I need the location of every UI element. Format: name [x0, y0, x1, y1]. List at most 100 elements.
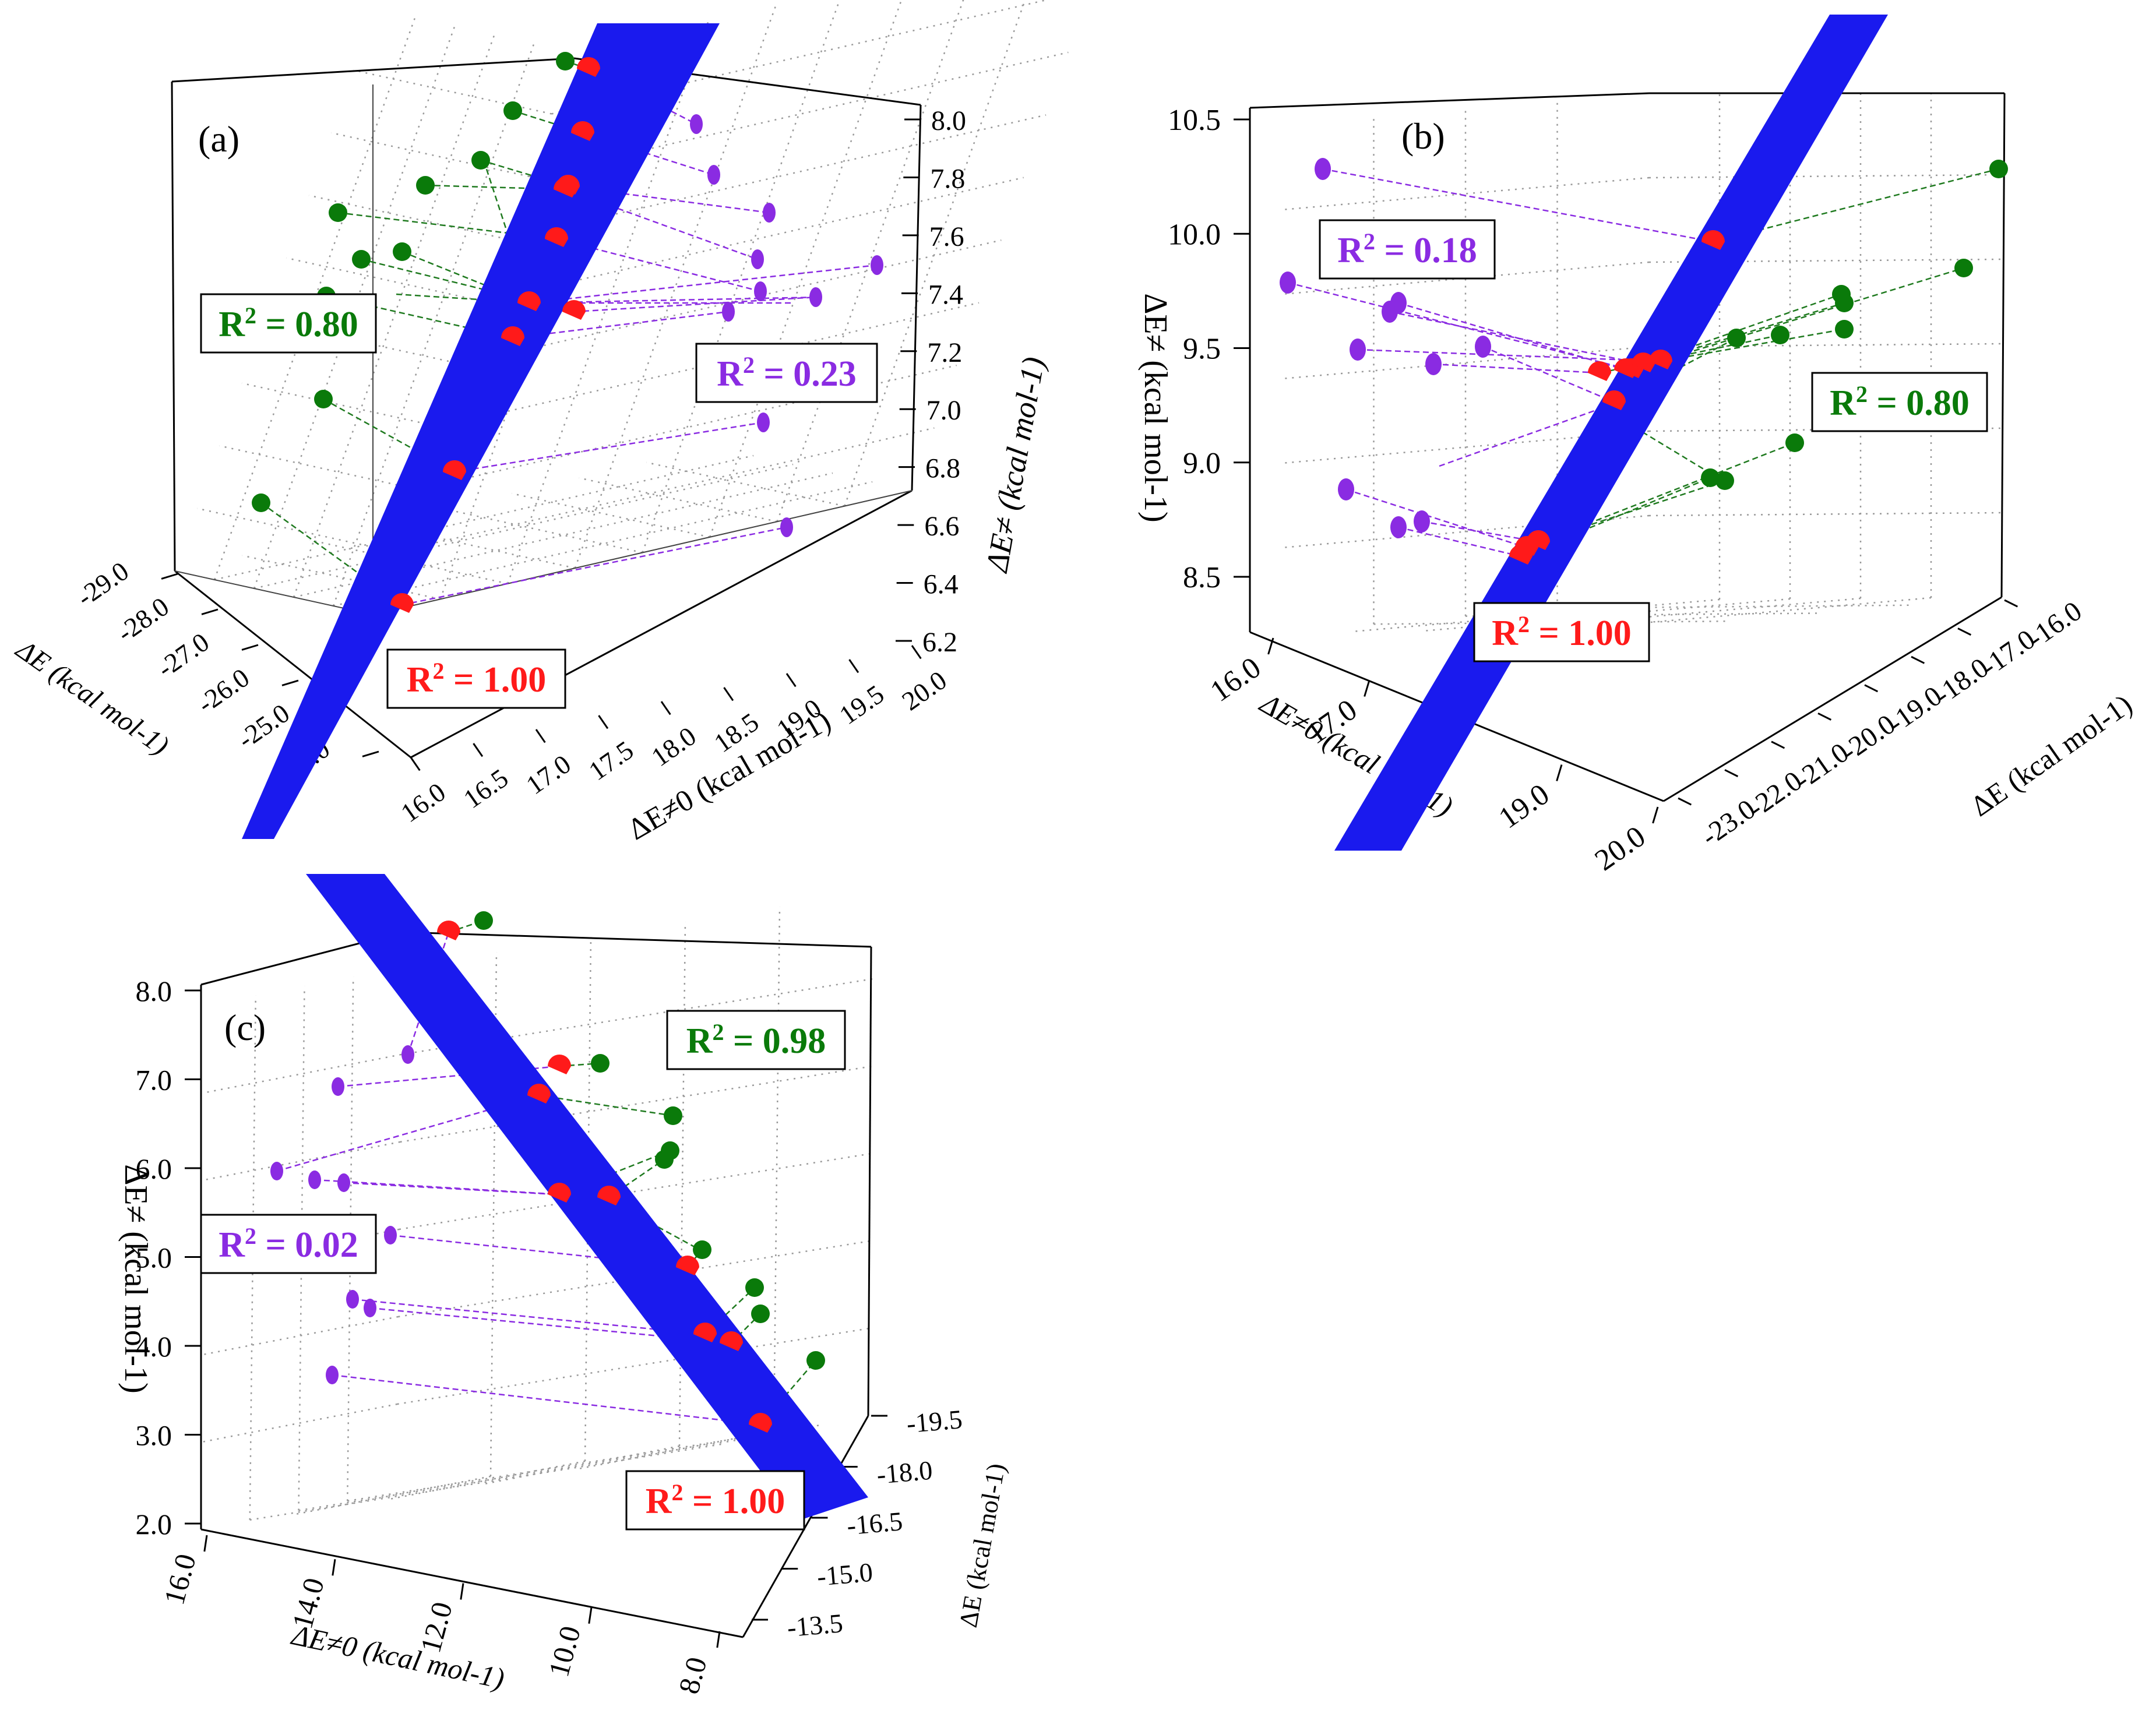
purple-point: [1350, 339, 1366, 361]
red-points: [390, 57, 600, 613]
green-point: [352, 250, 371, 269]
red-point: [562, 300, 586, 320]
tick-mark: [161, 573, 178, 580]
r-superscript: 2: [1518, 611, 1530, 637]
purple-point: [690, 114, 703, 134]
tick-mark: [1864, 684, 1879, 693]
tick-label: 20.0: [1589, 820, 1651, 877]
tick-mark: [1771, 741, 1785, 749]
tick-label: 8.0: [136, 975, 172, 1007]
r-value: = 0.02: [256, 1225, 358, 1265]
tick-label: 6.0: [136, 1152, 172, 1185]
purple-point: [1390, 516, 1407, 538]
panel-label: (b): [1401, 115, 1445, 157]
grid-line: [1557, 604, 1910, 609]
r-superscript: 2: [245, 302, 256, 329]
purple-point: [1425, 353, 1442, 375]
tick-label: 7.2: [927, 337, 962, 368]
tick-mark: [473, 743, 484, 757]
tick-label: 6.4: [924, 569, 959, 600]
red-point: [1602, 390, 1626, 410]
grid-line: [397, 1327, 869, 1405]
tick-label: 4.0: [136, 1330, 172, 1363]
tick-label: 10.0: [542, 1623, 587, 1680]
annotation-text: R2 = 1.00: [407, 658, 547, 700]
tick-label: 16.0: [1204, 651, 1267, 708]
green-point: [655, 1150, 674, 1169]
r-value: = 0.80: [1868, 383, 1970, 423]
green-point: [393, 242, 411, 261]
grid-line: [578, 1430, 774, 1470]
green-point: [591, 1054, 610, 1073]
frame-edge: [200, 1528, 744, 1638]
tick-mark: [410, 757, 421, 771]
purple-point: [809, 287, 822, 307]
projection-line: [512, 311, 729, 339]
grid-line: [206, 1053, 401, 1094]
red-points: [1509, 230, 1725, 565]
purple-point: [364, 1299, 376, 1317]
red-point: [693, 1323, 717, 1342]
projection-line: [1520, 477, 1711, 558]
fitted-plane: [306, 874, 868, 1521]
purple-point: [308, 1170, 321, 1189]
frame-edge: [174, 570, 411, 759]
back-wall-grid: [1648, 91, 2002, 600]
projection-line: [1345, 488, 1527, 549]
grid-line: [399, 1152, 872, 1231]
green-point: [474, 911, 493, 930]
green-point: [1701, 468, 1720, 487]
projection-line: [1398, 526, 1521, 558]
tick-mark: [1267, 637, 1274, 655]
tick-mark: [2004, 599, 2018, 608]
grid-line: [219, 445, 418, 491]
tick-mark: [911, 645, 922, 660]
r-value: = 1.00: [444, 660, 546, 700]
fitted-plane: [242, 23, 720, 839]
projection-line: [556, 238, 761, 292]
tick-label: 2.0: [136, 1508, 172, 1540]
tick-label: 6.2: [922, 627, 957, 658]
tick-mark: [1678, 797, 1692, 806]
annotation-box: [200, 293, 377, 354]
purple-point: [1315, 158, 1331, 180]
grid-line: [347, 1425, 820, 1502]
tick-label: 8.5: [1183, 561, 1221, 594]
green-points: [474, 911, 825, 1370]
grid-line: [249, 1443, 722, 1521]
grid-line: [197, 507, 396, 553]
tick-label: 17.5: [583, 735, 639, 786]
purple-point: [722, 302, 735, 322]
projection-line: [1439, 407, 1603, 467]
red-point: [720, 1331, 743, 1351]
frame-edge: [2000, 93, 2006, 598]
panel-label: (a): [198, 118, 239, 160]
grid-line: [308, 195, 508, 240]
grid-line: [214, 454, 754, 581]
annotation-box: [386, 648, 566, 709]
tick-mark: [1724, 769, 1739, 777]
tick-label: 16.0: [396, 777, 451, 828]
grid-line: [203, 1316, 399, 1356]
purple-points: [1280, 158, 1491, 538]
r-superscript: 2: [712, 1019, 724, 1045]
red-point: [548, 1183, 571, 1203]
r2-purple-annotation: R2 = 0.02: [200, 1214, 377, 1274]
tick-label: -19.5: [906, 1404, 964, 1438]
annotation-box: [625, 1470, 805, 1531]
tick-label: 8.0: [931, 105, 966, 136]
projection-line: [1482, 345, 1615, 403]
projection-line: [1398, 302, 1626, 371]
green-point: [1835, 294, 1854, 312]
tick-mark: [281, 679, 299, 686]
tick-label: 20.0: [897, 665, 952, 716]
green-point: [1835, 320, 1854, 339]
purple-point: [384, 1226, 397, 1244]
grid-line: [389, 1460, 586, 1500]
grid-line: [439, 302, 980, 428]
red-points: [437, 921, 772, 1433]
green-point: [745, 1278, 764, 1297]
annotation-box: [695, 343, 878, 403]
r2-green-annotation: R2 = 0.80: [200, 293, 377, 354]
tick-label: 19.5: [834, 679, 889, 730]
